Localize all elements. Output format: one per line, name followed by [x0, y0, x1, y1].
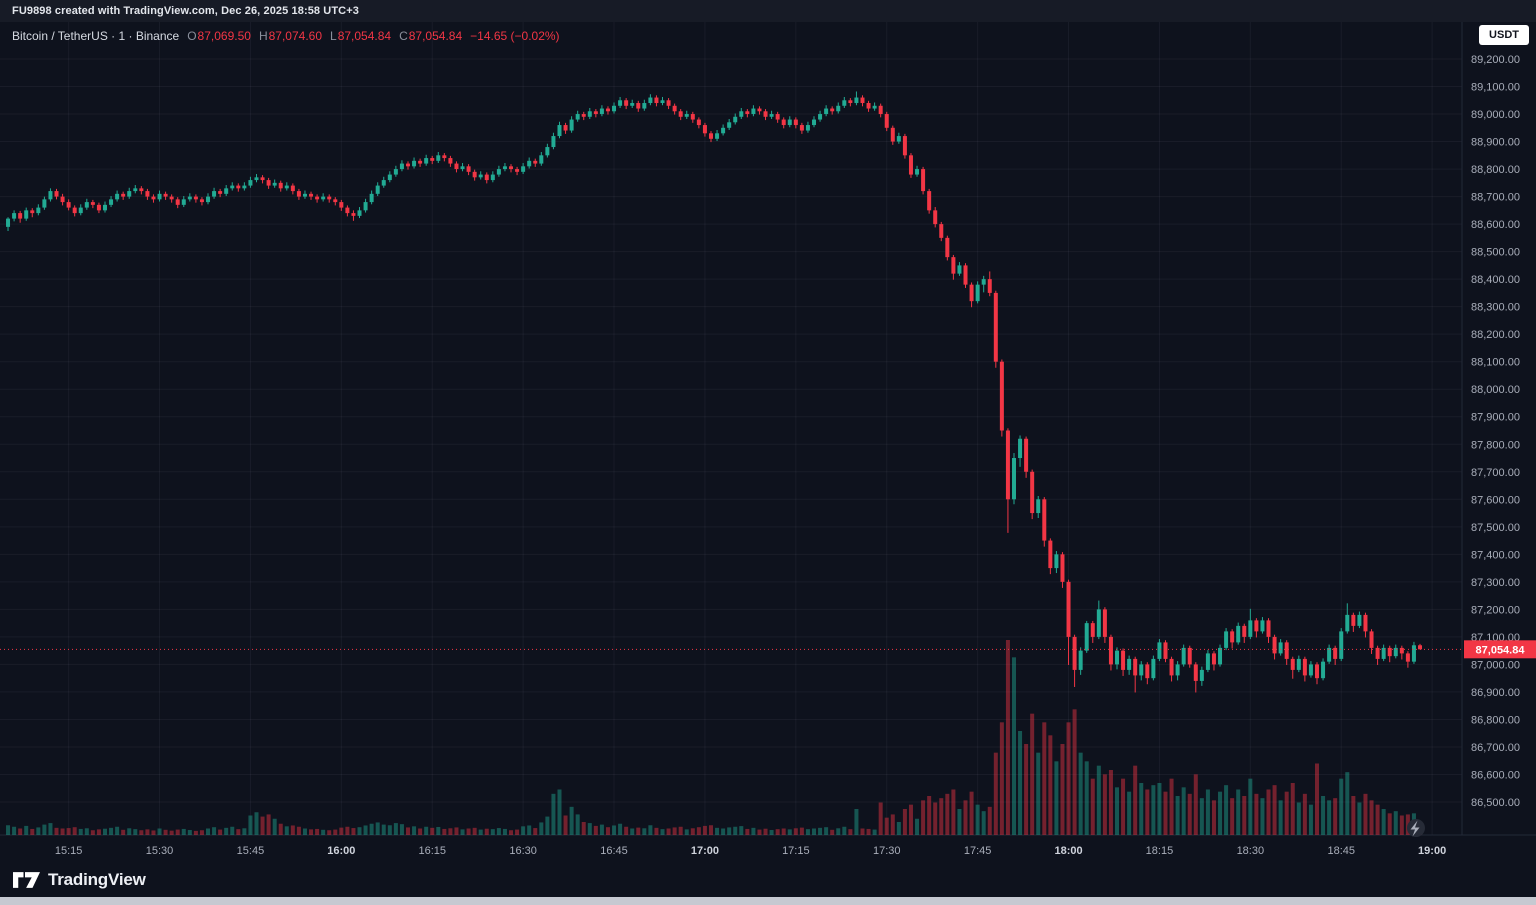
price-chart[interactable]: 89,200.00 89,100.00 89,000.00 88,900.00 88,8…	[0, 22, 1536, 862]
ohlc-low: L 87,054.84	[330, 29, 391, 43]
svg-text:87,200.00: 87,200.00	[1471, 604, 1520, 616]
svg-text:87,600.00: 87,600.00	[1471, 494, 1520, 506]
svg-text:15:45: 15:45	[237, 845, 265, 857]
svg-text:88,200.00: 88,200.00	[1471, 329, 1520, 341]
price-change: −14.65 (−0.02%)	[470, 29, 560, 43]
ohlc-open: O 87,069.50	[187, 29, 251, 43]
footer-bar: TradingView	[0, 862, 1536, 897]
svg-text:88,100.00: 88,100.00	[1471, 357, 1520, 369]
svg-text:17:00: 17:00	[691, 845, 719, 857]
currency-toggle-button[interactable]: USDT	[1479, 25, 1529, 45]
svg-text:17:15: 17:15	[782, 845, 810, 857]
title-bar: FU9898 created with TradingView.com, Dec…	[0, 0, 1536, 22]
svg-text:15:15: 15:15	[55, 845, 83, 857]
svg-text:16:45: 16:45	[600, 845, 628, 857]
svg-text:19:00: 19:00	[1418, 845, 1446, 857]
chart-byline: FU9898 created with TradingView.com, Dec…	[12, 5, 359, 17]
svg-text:17:30: 17:30	[873, 845, 901, 857]
ohlc-open-label: O	[187, 29, 197, 43]
candles	[6, 91, 1423, 693]
time-axis[interactable]: 15:15 15:30 15:45 16:00 16:15 16:30 16:45 17:00…	[55, 845, 1446, 857]
ohlc-high-value: 87,074.60	[268, 29, 322, 43]
svg-text:88,300.00: 88,300.00	[1471, 302, 1520, 314]
ohlc-close-label: C	[399, 29, 408, 43]
svg-text:88,500.00: 88,500.00	[1471, 247, 1520, 259]
svg-text:86,500.00: 86,500.00	[1471, 797, 1520, 809]
svg-text:88,900.00: 88,900.00	[1471, 137, 1520, 149]
svg-text:86,700.00: 86,700.00	[1471, 742, 1520, 754]
tradingview-logo-icon[interactable]	[13, 871, 40, 888]
svg-text:87,700.00: 87,700.00	[1471, 467, 1520, 479]
lightning-icon[interactable]	[1407, 819, 1425, 837]
ohlc-low-label: L	[330, 29, 337, 43]
ohlc-open-value: 87,069.50	[197, 29, 251, 43]
svg-text:88,000.00: 88,000.00	[1471, 384, 1520, 396]
last-price-label: 87,054.84	[1464, 640, 1536, 659]
svg-text:87,300.00: 87,300.00	[1471, 577, 1520, 589]
ohlc-close-value: 87,054.84	[408, 29, 463, 43]
chart-legend: Bitcoin / TetherUS · 1 · Binance O 87,069…	[12, 29, 560, 43]
price-axis[interactable]: 89,200.00 89,100.00 89,000.00 88,900.00 88,8…	[1471, 54, 1520, 809]
symbol-title[interactable]: Bitcoin / TetherUS · 1 · Binance	[12, 29, 180, 43]
svg-text:88,400.00: 88,400.00	[1471, 274, 1520, 286]
svg-text:16:00: 16:00	[327, 845, 355, 857]
ohlc-high: H 87,074.60	[259, 29, 322, 43]
svg-text:88,800.00: 88,800.00	[1471, 164, 1520, 176]
svg-text:87,800.00: 87,800.00	[1471, 439, 1520, 451]
svg-text:89,100.00: 89,100.00	[1471, 82, 1520, 94]
svg-text:87,054.84: 87,054.84	[1476, 644, 1526, 656]
svg-text:18:15: 18:15	[1146, 845, 1174, 857]
ohlc-low-value: 87,054.84	[337, 29, 392, 43]
svg-text:87,900.00: 87,900.00	[1471, 412, 1520, 424]
ohlc-close: C 87,054.84	[399, 29, 462, 43]
svg-text:18:00: 18:00	[1054, 845, 1082, 857]
svg-text:88,600.00: 88,600.00	[1471, 219, 1520, 231]
svg-text:17:45: 17:45	[964, 845, 992, 857]
svg-text:18:30: 18:30	[1237, 845, 1265, 857]
tradingview-wordmark[interactable]: TradingView	[48, 869, 146, 889]
svg-text:15:30: 15:30	[146, 845, 174, 857]
svg-text:18:45: 18:45	[1327, 845, 1355, 857]
svg-text:89,000.00: 89,000.00	[1471, 109, 1520, 121]
svg-text:87,400.00: 87,400.00	[1471, 549, 1520, 561]
svg-text:89,200.00: 89,200.00	[1471, 54, 1520, 66]
bottom-strip	[0, 897, 1536, 905]
chart-container: 89,200.00 89,100.00 89,000.00 88,900.00 88,8…	[0, 22, 1536, 862]
svg-text:16:15: 16:15	[418, 845, 446, 857]
grid	[0, 22, 1462, 835]
svg-text:88,700.00: 88,700.00	[1471, 192, 1520, 204]
svg-text:86,600.00: 86,600.00	[1471, 769, 1520, 781]
svg-text:86,900.00: 86,900.00	[1471, 687, 1520, 699]
svg-text:87,000.00: 87,000.00	[1471, 659, 1520, 671]
ohlc-high-label: H	[258, 29, 268, 43]
svg-text:87,500.00: 87,500.00	[1471, 522, 1520, 534]
svg-text:16:30: 16:30	[509, 845, 537, 857]
svg-text:86,800.00: 86,800.00	[1471, 714, 1520, 726]
